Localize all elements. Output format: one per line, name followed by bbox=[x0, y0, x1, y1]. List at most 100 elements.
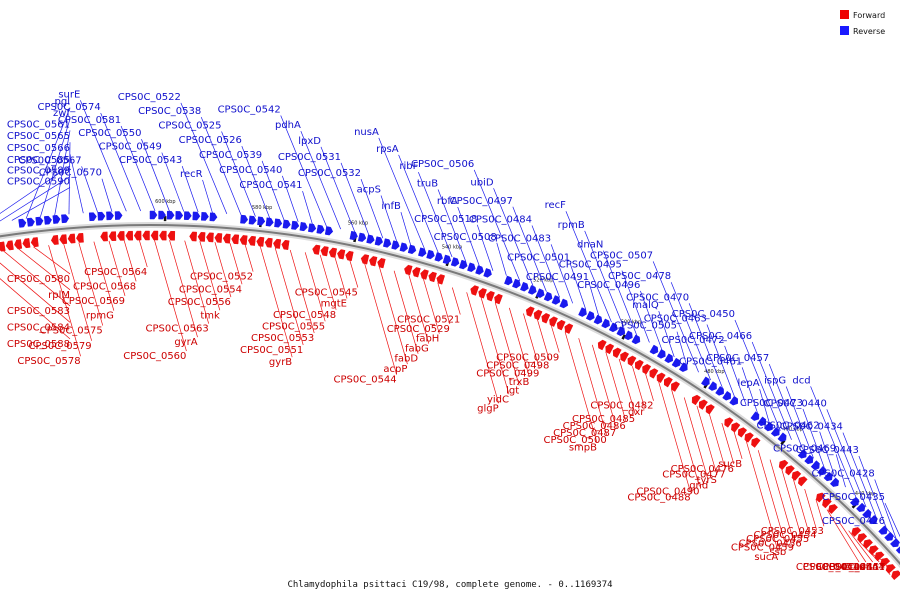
gene-arrow bbox=[698, 399, 708, 410]
forward-gene-label: CPS0C_0560 bbox=[123, 351, 186, 362]
leader-line bbox=[810, 386, 857, 498]
gene-arrow bbox=[281, 239, 290, 250]
gene-arrow bbox=[483, 268, 492, 278]
gene-arrow bbox=[106, 211, 114, 221]
gene-arrow bbox=[43, 215, 52, 225]
gene-tracks bbox=[0, 210, 900, 581]
leader-line bbox=[202, 179, 213, 214]
scale-tick-label: 460 kbp bbox=[782, 426, 802, 432]
reverse-gene-label: CPS0C_0457 bbox=[706, 353, 769, 364]
leader-line bbox=[63, 243, 93, 341]
gene-arrow bbox=[564, 323, 574, 334]
gene-arrow bbox=[751, 437, 761, 448]
gene-arrow bbox=[778, 459, 789, 471]
gene-arrow bbox=[541, 313, 551, 324]
gene-arrow bbox=[612, 347, 622, 359]
forward-gene-label: CPS0C_0575 bbox=[40, 326, 103, 337]
leader-line bbox=[141, 139, 170, 212]
leader-line bbox=[229, 243, 243, 285]
reverse-gene-label: CPS0C_0426 bbox=[822, 516, 885, 527]
leader-line bbox=[859, 541, 880, 563]
gene-arrow bbox=[631, 334, 641, 345]
gene-arrow bbox=[265, 217, 274, 227]
gene-arrow bbox=[239, 235, 248, 245]
gene-arrow bbox=[623, 330, 633, 341]
scale-tick-label: 440 kbp bbox=[855, 491, 875, 497]
gene-arrow bbox=[512, 278, 521, 289]
gene-arrow bbox=[142, 230, 150, 241]
reverse-gene-label: CPS0C_0567 bbox=[18, 155, 81, 166]
leader-line bbox=[815, 499, 825, 527]
leader-line bbox=[652, 261, 699, 373]
forward-gene-label: CPS0C_0441 bbox=[822, 562, 885, 573]
leader-line bbox=[842, 432, 877, 518]
forward-gene-label: CPS0C_0545 bbox=[295, 287, 358, 298]
leader-line bbox=[709, 414, 726, 470]
reverse-gene-label: CPS0C_0570 bbox=[39, 168, 102, 179]
forward-gene-label: lgt bbox=[506, 385, 519, 396]
forward-gene-label: CPS0C_0555 bbox=[262, 321, 325, 332]
gene-arrow bbox=[874, 551, 885, 562]
reverse-gene-label: ubiD bbox=[470, 177, 493, 188]
gene-arrow bbox=[108, 231, 117, 241]
forward-gene-label: CPS0C_0563 bbox=[146, 324, 209, 335]
gene-arrow bbox=[678, 362, 688, 372]
gene-arrow bbox=[578, 307, 587, 317]
reverse-gene-label: CPS0C_0505 bbox=[614, 321, 677, 332]
leader-line bbox=[792, 478, 810, 535]
forward-gene-label: yidC bbox=[487, 394, 509, 405]
leader-line bbox=[200, 116, 242, 216]
backbone-line bbox=[0, 224, 900, 566]
leader-line bbox=[884, 503, 900, 538]
leader-line bbox=[54, 130, 71, 216]
leader-line bbox=[696, 405, 718, 475]
gene-arrow bbox=[817, 466, 827, 476]
forward-gene-label: trxB bbox=[509, 377, 530, 388]
leader-line bbox=[274, 247, 304, 346]
gene-arrow bbox=[656, 349, 666, 359]
gene-arrow bbox=[209, 212, 218, 222]
leader-line bbox=[93, 241, 115, 311]
forward-gene-label: mgtE bbox=[321, 299, 347, 310]
leader-line bbox=[745, 440, 779, 553]
leader-line bbox=[33, 246, 71, 275]
gene-arrow bbox=[757, 416, 767, 427]
leader-line bbox=[78, 242, 104, 326]
gene-arrow bbox=[274, 218, 283, 228]
reverse-gene-label: CPS0C_0496 bbox=[577, 280, 640, 291]
forward-gene-label: CPS0C_0554 bbox=[179, 284, 242, 295]
reverse-gene-label: CPS0C_0461 bbox=[679, 356, 742, 367]
leader-line bbox=[241, 145, 271, 219]
reverse-gene-label: CPS0C_0501 bbox=[507, 252, 570, 263]
leader-line bbox=[0, 165, 71, 214]
leader-line bbox=[512, 206, 547, 292]
leader-line bbox=[100, 112, 142, 212]
forward-gene-label: CPS0C_0488 bbox=[627, 492, 690, 503]
reverse-gene-label: rpmB bbox=[558, 220, 585, 231]
gene-arrow bbox=[708, 381, 717, 391]
reverse-gene-label: CPS0C_0522 bbox=[118, 92, 181, 103]
gene-arrow bbox=[627, 355, 637, 367]
leader-line bbox=[537, 319, 550, 361]
gene-arrow bbox=[891, 570, 900, 581]
gene-arrow bbox=[551, 295, 561, 305]
leader-line bbox=[48, 245, 81, 357]
scale-tick-label: 520 kbp bbox=[533, 278, 553, 284]
gene-arrow bbox=[797, 449, 807, 459]
gene-arrow bbox=[399, 242, 408, 252]
reverse-gene-label: CPS0C_0565 bbox=[7, 131, 70, 142]
gene-arrow bbox=[299, 222, 308, 232]
forward-gene-label: tyrS bbox=[697, 475, 717, 486]
reverse-gene-label: CPS0C_0585 bbox=[7, 155, 70, 166]
reverse-gene-label: CPS0C_0484 bbox=[469, 214, 532, 225]
gene-arrow bbox=[418, 247, 427, 257]
leader-line bbox=[618, 358, 636, 414]
forward-gene-label: CPS0C_0583 bbox=[7, 306, 70, 317]
gene-arrow bbox=[828, 504, 839, 515]
forward-gene-label: CPS0C_0444 bbox=[822, 562, 885, 573]
leader-line bbox=[0, 278, 71, 340]
gene-arrow bbox=[868, 514, 878, 525]
leader-line bbox=[496, 242, 507, 276]
forward-gene-label: rplM bbox=[48, 290, 70, 301]
reverse-gene-label: CPS0C_0443 bbox=[796, 445, 859, 456]
